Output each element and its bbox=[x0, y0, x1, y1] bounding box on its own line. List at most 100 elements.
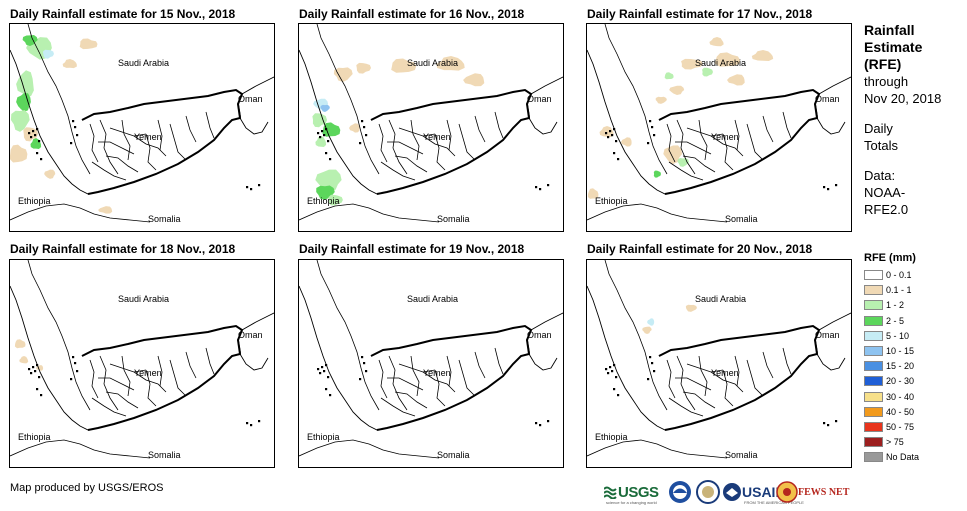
rainfall-patch bbox=[14, 339, 26, 349]
usaid-tagline: FROM THE AMERICAN PEOPLE bbox=[744, 500, 804, 505]
legend-label: 1 - 2 bbox=[886, 300, 905, 311]
panel-title-3: Daily Rainfall estimate for 17 Nov., 201… bbox=[587, 7, 813, 21]
rainfall-patch bbox=[19, 356, 29, 364]
rainfall-patch bbox=[663, 145, 683, 164]
map-panel-1: Saudi Arabia Oman Yemen Ethiopia Somalia bbox=[9, 23, 275, 232]
legend-swatch bbox=[864, 391, 883, 402]
legend-swatch bbox=[864, 285, 883, 296]
map-label-ethiopia: Ethiopia bbox=[18, 196, 51, 206]
map-label-saudi-arabia: Saudi Arabia bbox=[407, 58, 459, 68]
panel-title-5: Daily Rainfall estimate for 19 Nov., 201… bbox=[299, 242, 525, 256]
map-label-yemen: Yemen bbox=[423, 132, 451, 142]
basemap bbox=[10, 260, 274, 459]
logo-strip: USGS science for a changing world USAID … bbox=[604, 478, 854, 506]
info-line-6: Daily bbox=[864, 121, 893, 136]
rainfall-patch bbox=[30, 138, 42, 149]
rainfall-patch bbox=[642, 326, 652, 334]
rainfall-patch bbox=[702, 67, 713, 77]
info-line-1: Rainfall bbox=[864, 22, 915, 38]
rainfall-patch bbox=[709, 37, 724, 47]
map-label-yemen: Yemen bbox=[711, 368, 739, 378]
rainfall-patch bbox=[681, 58, 703, 70]
islands bbox=[28, 356, 261, 427]
fews-net-wordmark: FEWS NET bbox=[798, 486, 850, 498]
info-line-2: Estimate bbox=[864, 39, 923, 55]
map-label-somalia: Somalia bbox=[725, 450, 758, 460]
rainfall-patch bbox=[42, 49, 54, 59]
legend-title: RFE (mm) bbox=[864, 252, 916, 264]
usaid-wordmark: USAID bbox=[742, 484, 786, 500]
panel-title-4: Daily Rainfall estimate for 18 Nov., 201… bbox=[10, 242, 236, 256]
rainfall-patch bbox=[727, 74, 745, 86]
map-label-ethiopia: Ethiopia bbox=[595, 432, 628, 442]
rainfall-patch bbox=[647, 318, 655, 326]
map-panel-4: Saudi Arabia Oman Yemen Ethiopia Somalia bbox=[9, 259, 275, 468]
rainfall-patch bbox=[669, 85, 685, 95]
map-label-ethiopia: Ethiopia bbox=[18, 432, 51, 442]
rainfall-patch bbox=[23, 127, 38, 142]
rainfall-patch bbox=[333, 67, 353, 82]
map-label-somalia: Somalia bbox=[148, 450, 181, 460]
rainfall-patch bbox=[356, 62, 371, 74]
rainfall-patch bbox=[751, 50, 774, 61]
legend-swatch bbox=[864, 437, 883, 448]
rainfall-patch bbox=[587, 188, 599, 199]
map-label-somalia: Somalia bbox=[437, 450, 470, 460]
legend-swatch bbox=[864, 330, 883, 341]
panel-title-2: Daily Rainfall estimate for 16 Nov., 201… bbox=[299, 7, 525, 21]
rainfall-patch bbox=[715, 52, 741, 67]
map-label-somalia: Somalia bbox=[437, 214, 470, 224]
rfe-info: Rainfall Estimate (RFE) through Nov 20, … bbox=[864, 22, 964, 218]
info-line-10: RFE2.0 bbox=[864, 202, 909, 217]
legend-label: 0.1 - 1 bbox=[886, 285, 912, 296]
legend-label: 2 - 5 bbox=[886, 315, 905, 326]
rainfall-patch bbox=[315, 136, 327, 147]
basemap bbox=[299, 24, 563, 223]
panel-title-6: Daily Rainfall estimate for 20 Nov., 201… bbox=[587, 242, 813, 256]
rainfall-patch bbox=[391, 58, 417, 73]
dos-seal bbox=[696, 478, 720, 506]
rainfall-patch bbox=[664, 72, 674, 80]
info-line-9: NOAA- bbox=[864, 185, 906, 200]
map-label-yemen: Yemen bbox=[134, 132, 162, 142]
rainfall-patch bbox=[312, 113, 327, 128]
rainfall-patch bbox=[22, 35, 38, 46]
legend-swatch bbox=[864, 406, 883, 417]
map-label-oman: Oman bbox=[815, 94, 840, 104]
map-label-saudi-arabia: Saudi Arabia bbox=[118, 294, 170, 304]
rainfall-patch bbox=[10, 144, 28, 163]
islands bbox=[28, 120, 261, 191]
map-label-yemen: Yemen bbox=[134, 368, 162, 378]
credit-text: Map produced by USGS/EROS bbox=[10, 482, 164, 494]
rainfall-patch bbox=[10, 110, 30, 132]
rainfall-patch bbox=[599, 126, 614, 138]
legend-label: 5 - 10 bbox=[886, 330, 910, 341]
map-panel-6: Saudi Arabia Oman Yemen Ethiopia Somalia bbox=[586, 259, 852, 468]
map-panel-3: Saudi Arabia Oman Yemen Ethiopia Somalia bbox=[586, 23, 852, 232]
basemap bbox=[587, 260, 851, 459]
islands bbox=[317, 120, 550, 191]
map-label-ethiopia: Ethiopia bbox=[307, 196, 340, 206]
map-label-oman: Oman bbox=[815, 330, 840, 340]
legend-label: 50 - 75 bbox=[886, 421, 915, 432]
legend-swatch bbox=[864, 270, 883, 280]
panel-title-1: Daily Rainfall estimate for 15 Nov., 201… bbox=[10, 7, 236, 21]
info-line-3: (RFE) bbox=[864, 56, 902, 72]
islands bbox=[605, 356, 838, 427]
basemap bbox=[299, 260, 563, 459]
legend-label: 0 - 0.1 bbox=[886, 270, 912, 280]
map-label-saudi-arabia: Saudi Arabia bbox=[118, 58, 170, 68]
usgs-wordmark: USGS bbox=[618, 483, 659, 501]
usgs-logo: USGS science for a changing world bbox=[604, 478, 659, 506]
map-label-saudi-arabia: Saudi Arabia bbox=[407, 294, 459, 304]
map-label-oman: Oman bbox=[527, 94, 552, 104]
map-label-oman: Oman bbox=[238, 330, 263, 340]
rainfall-patch bbox=[655, 96, 667, 104]
rainfall-patch bbox=[322, 122, 341, 137]
map-canvas bbox=[587, 260, 851, 459]
legend-label: 15 - 20 bbox=[886, 361, 915, 372]
rainfall-patch bbox=[463, 73, 485, 87]
map-label-somalia: Somalia bbox=[725, 214, 758, 224]
legend-swatch bbox=[864, 300, 883, 311]
map-label-oman: Oman bbox=[238, 94, 263, 104]
